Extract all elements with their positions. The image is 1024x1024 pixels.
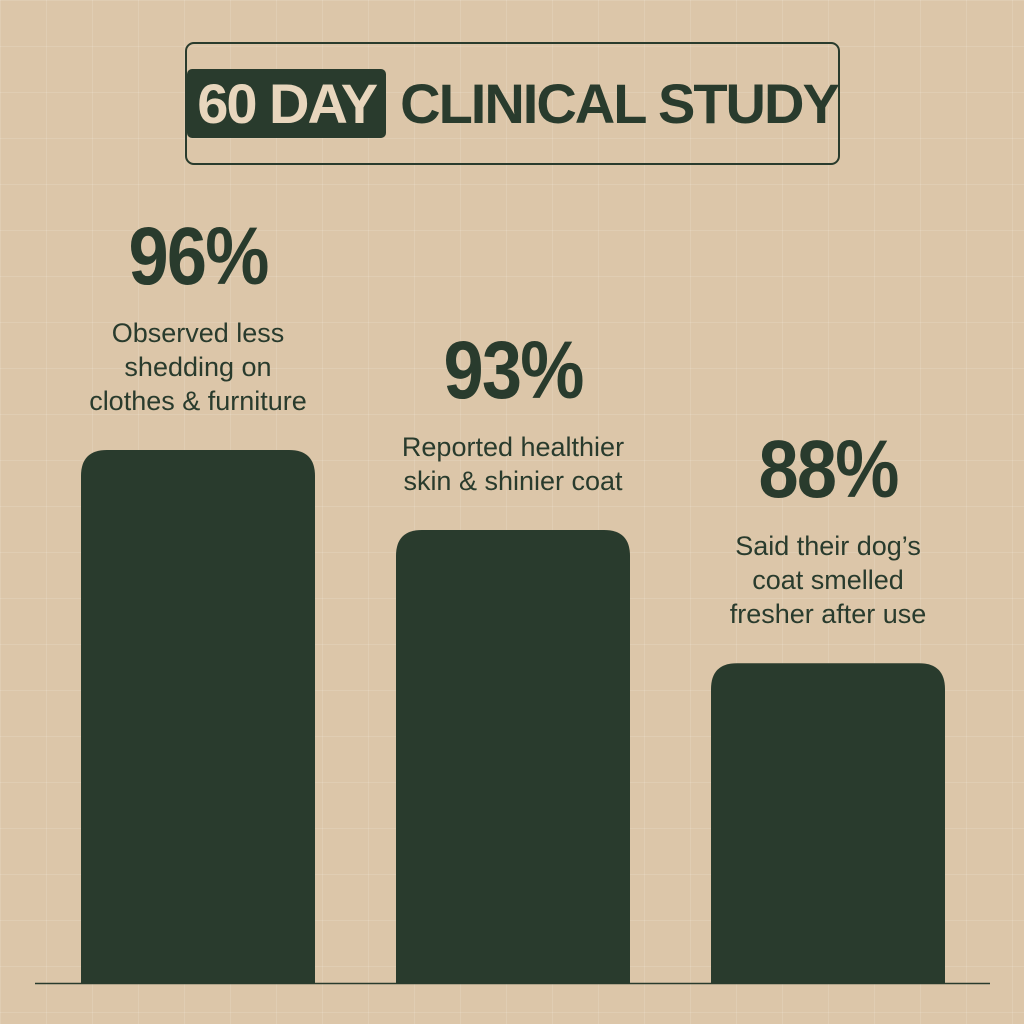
bar-label-group: 96% Observed less shedding on clothes & f… [48, 216, 348, 418]
title-highlight: 60 DAY [187, 69, 387, 138]
category-label: Reported healthier skin & shinier coat [401, 431, 625, 496]
value-label: 93% [443, 324, 584, 416]
bar-label-group: 93% Reported healthier skin & shinier coa… [363, 324, 663, 498]
category-label: Observed less shedding on clothes & furn… [89, 318, 307, 416]
bar [396, 529, 630, 983]
bar-label-group: 88% Said their dog’s coat smelled fresher… [678, 429, 978, 631]
chart-title: CLINICAL STUDY [400, 72, 840, 135]
value-label: 96% [128, 211, 269, 302]
category-label: Said their dog’s coat smelled fresher af… [729, 531, 927, 630]
value-label: 88% [758, 424, 899, 516]
bar [711, 663, 945, 983]
bar [81, 450, 315, 983]
title-box: 60 DAY CLINICAL STUDY [185, 42, 840, 165]
